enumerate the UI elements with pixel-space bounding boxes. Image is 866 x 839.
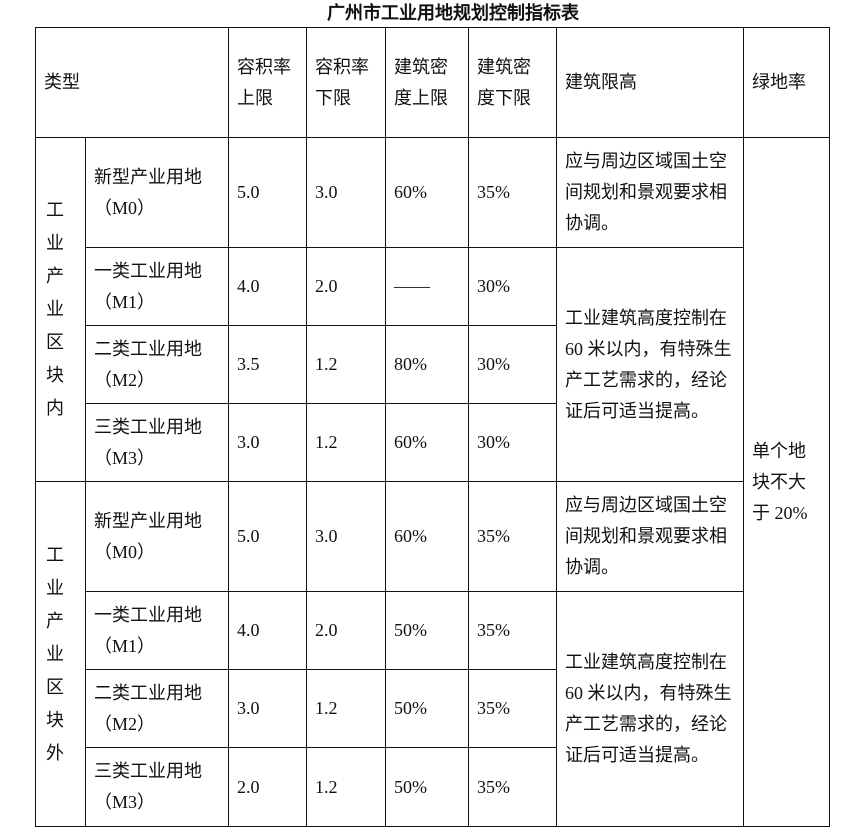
table-row: 二类工业用地（M2） 3.5 1.2 80% 30% [36,325,830,404]
cell-far-min: 1.2 [306,325,386,404]
header-type: 类型 [35,27,229,138]
cell-type: 三类工业用地（M3） [85,747,229,827]
cell-density-min: 30% [468,325,557,404]
group-label: 工业产业区块内 [35,137,86,482]
cell-far-max: 4.0 [228,247,307,326]
cell-far-max: 4.0 [228,591,307,670]
cell-density-max: 60% [385,403,469,482]
table-row: 三类工业用地（M3） 2.0 1.2 50% 35% [36,747,830,827]
cell-far-min: 2.0 [306,247,386,326]
header-far-max: 容积率上限 [228,27,307,138]
header-height-limit: 建筑限高 [556,27,744,138]
cell-height-limit: 应与周边区域国土空间规划和景观要求相协调。 [556,137,744,248]
cell-density-max: —— [385,247,469,326]
cell-far-max: 3.0 [228,669,307,748]
header-green-rate: 绿地率 [743,27,830,138]
cell-far-min: 1.2 [306,747,386,827]
cell-type: 一类工业用地（M1） [85,247,229,326]
cell-type: 二类工业用地（M2） [85,325,229,404]
cell-green-rate: 单个地块不大于 20% [743,137,830,827]
cell-far-max: 3.5 [228,325,307,404]
cell-far-max: 5.0 [228,481,307,592]
header-density-max: 建筑密度上限 [385,27,469,138]
cell-density-min: 30% [468,403,557,482]
cell-far-min: 3.0 [306,137,386,248]
cell-height-limit: 应与周边区域国土空间规划和景观要求相协调。 [556,481,744,592]
table-row: 工业产业区块内 新型产业用地（M0） 5.0 3.0 60% 35% 应与周边区域国土空间规… [35,137,830,827]
cell-density-min: 35% [468,669,557,748]
cell-density-max: 50% [385,669,469,748]
table-title: 广州市工业用地规划控制指标表 [327,3,579,23]
cell-density-min: 30% [468,247,557,326]
cell-height-limit: 工业建筑高度控制在 60 米以内，有特殊生产工艺需求的，经论证后可适当提高。 [556,247,744,482]
cell-density-min: 35% [468,747,557,827]
cell-far-min: 1.2 [306,669,386,748]
table-row: 工业产业区块外 新型产业用地（M0） 5.0 3.0 60% 35% 应与周边区域国土空间规… [35,481,830,827]
table-row: 一类工业用地（M1） 4.0 2.0 —— 30% 工业建筑高度控制在 60 米以内，有特… [36,247,830,482]
cell-far-max: 5.0 [228,137,307,248]
header-far-min: 容积率下限 [306,27,386,138]
cell-density-max: 60% [385,137,469,248]
header-row: 类型 容积率上限 容积率下限 建筑密度上限 建筑密度下限 建筑限高 绿地率 [35,27,830,138]
cell-height-limit: 工业建筑高度控制在 60 米以内，有特殊生产工艺需求的，经论证后可适当提高。 [556,591,744,827]
cell-type: 新型产业用地（M0） [85,137,229,248]
cell-density-min: 35% [468,137,557,248]
cell-type: 一类工业用地（M1） [85,591,229,670]
cell-type: 新型产业用地（M0） [85,481,229,592]
header-density-min: 建筑密度下限 [468,27,557,138]
table-row: 二类工业用地（M2） 3.0 1.2 50% 35% [36,669,830,748]
table-row: 三类工业用地（M3） 3.0 1.2 60% 30% [36,403,830,482]
cell-density-max: 60% [385,481,469,592]
cell-far-max: 2.0 [228,747,307,827]
cell-density-max: 50% [385,747,469,827]
cell-density-max: 50% [385,591,469,670]
cell-type: 三类工业用地（M3） [85,403,229,482]
cell-far-min: 1.2 [306,403,386,482]
cell-type: 二类工业用地（M2） [85,669,229,748]
cell-far-min: 2.0 [306,591,386,670]
group-label: 工业产业区块外 [35,481,86,827]
table-row: 一类工业用地（M1） 4.0 2.0 50% 35% 工业建筑高度控制在 60 米以内，有… [36,591,830,827]
cell-far-min: 3.0 [306,481,386,592]
cell-far-max: 3.0 [228,403,307,482]
cell-density-min: 35% [468,481,557,592]
cell-density-min: 35% [468,591,557,670]
cell-density-max: 80% [385,325,469,404]
industrial-land-control-table: 类型 容积率上限 容积率下限 建筑密度上限 建筑密度下限 建筑限高 绿地率 工业… [35,27,830,827]
